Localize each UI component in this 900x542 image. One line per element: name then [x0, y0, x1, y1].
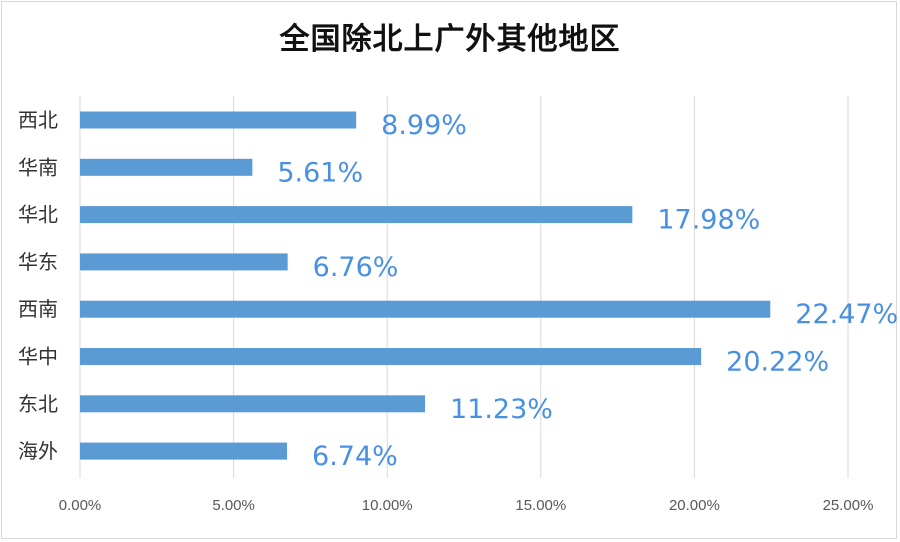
- x-tick-label: 10.00%: [362, 497, 413, 514]
- category-label: 西北: [18, 108, 58, 132]
- bar: [80, 253, 288, 271]
- bar: [80, 158, 253, 176]
- bar: [80, 395, 425, 413]
- category-label: 华东: [18, 250, 58, 274]
- data-label: 11.23%: [450, 394, 553, 425]
- x-tick-label: 0.00%: [59, 497, 102, 514]
- bar: [80, 111, 357, 129]
- data-labels: 8.99% 5.61% 17.98% 6.76% 22.47% 20.22% 11.23% 6…: [277, 110, 898, 472]
- bar: [80, 442, 288, 460]
- category-label: 海外: [18, 439, 58, 463]
- bar: [80, 206, 633, 224]
- x-tick-label: 5.00%: [212, 497, 255, 514]
- bars: [80, 111, 771, 460]
- category-label: 华中: [18, 345, 58, 369]
- data-label: 6.76%: [313, 252, 399, 283]
- x-tick-labels: 0.00% 5.00% 10.00% 15.00% 20.00% 25.00%: [59, 497, 874, 514]
- data-label: 20.22%: [726, 347, 829, 378]
- category-label: 华北: [18, 203, 58, 227]
- chart-title: 全国除北上广外其他地区: [279, 22, 621, 57]
- category-label: 华南: [18, 155, 58, 179]
- data-label: 22.47%: [795, 299, 898, 330]
- category-label: 西南: [18, 297, 58, 321]
- data-label: 8.99%: [381, 110, 467, 141]
- bar: [80, 348, 702, 365]
- x-tick-label: 25.00%: [823, 497, 874, 514]
- category-label: 东北: [18, 392, 58, 416]
- data-label: 17.98%: [657, 205, 760, 236]
- bar: [80, 300, 771, 318]
- x-tick-label: 20.00%: [669, 497, 720, 514]
- data-label: 5.61%: [277, 157, 363, 188]
- data-label: 6.74%: [312, 441, 398, 472]
- x-tick-label: 15.00%: [515, 497, 566, 514]
